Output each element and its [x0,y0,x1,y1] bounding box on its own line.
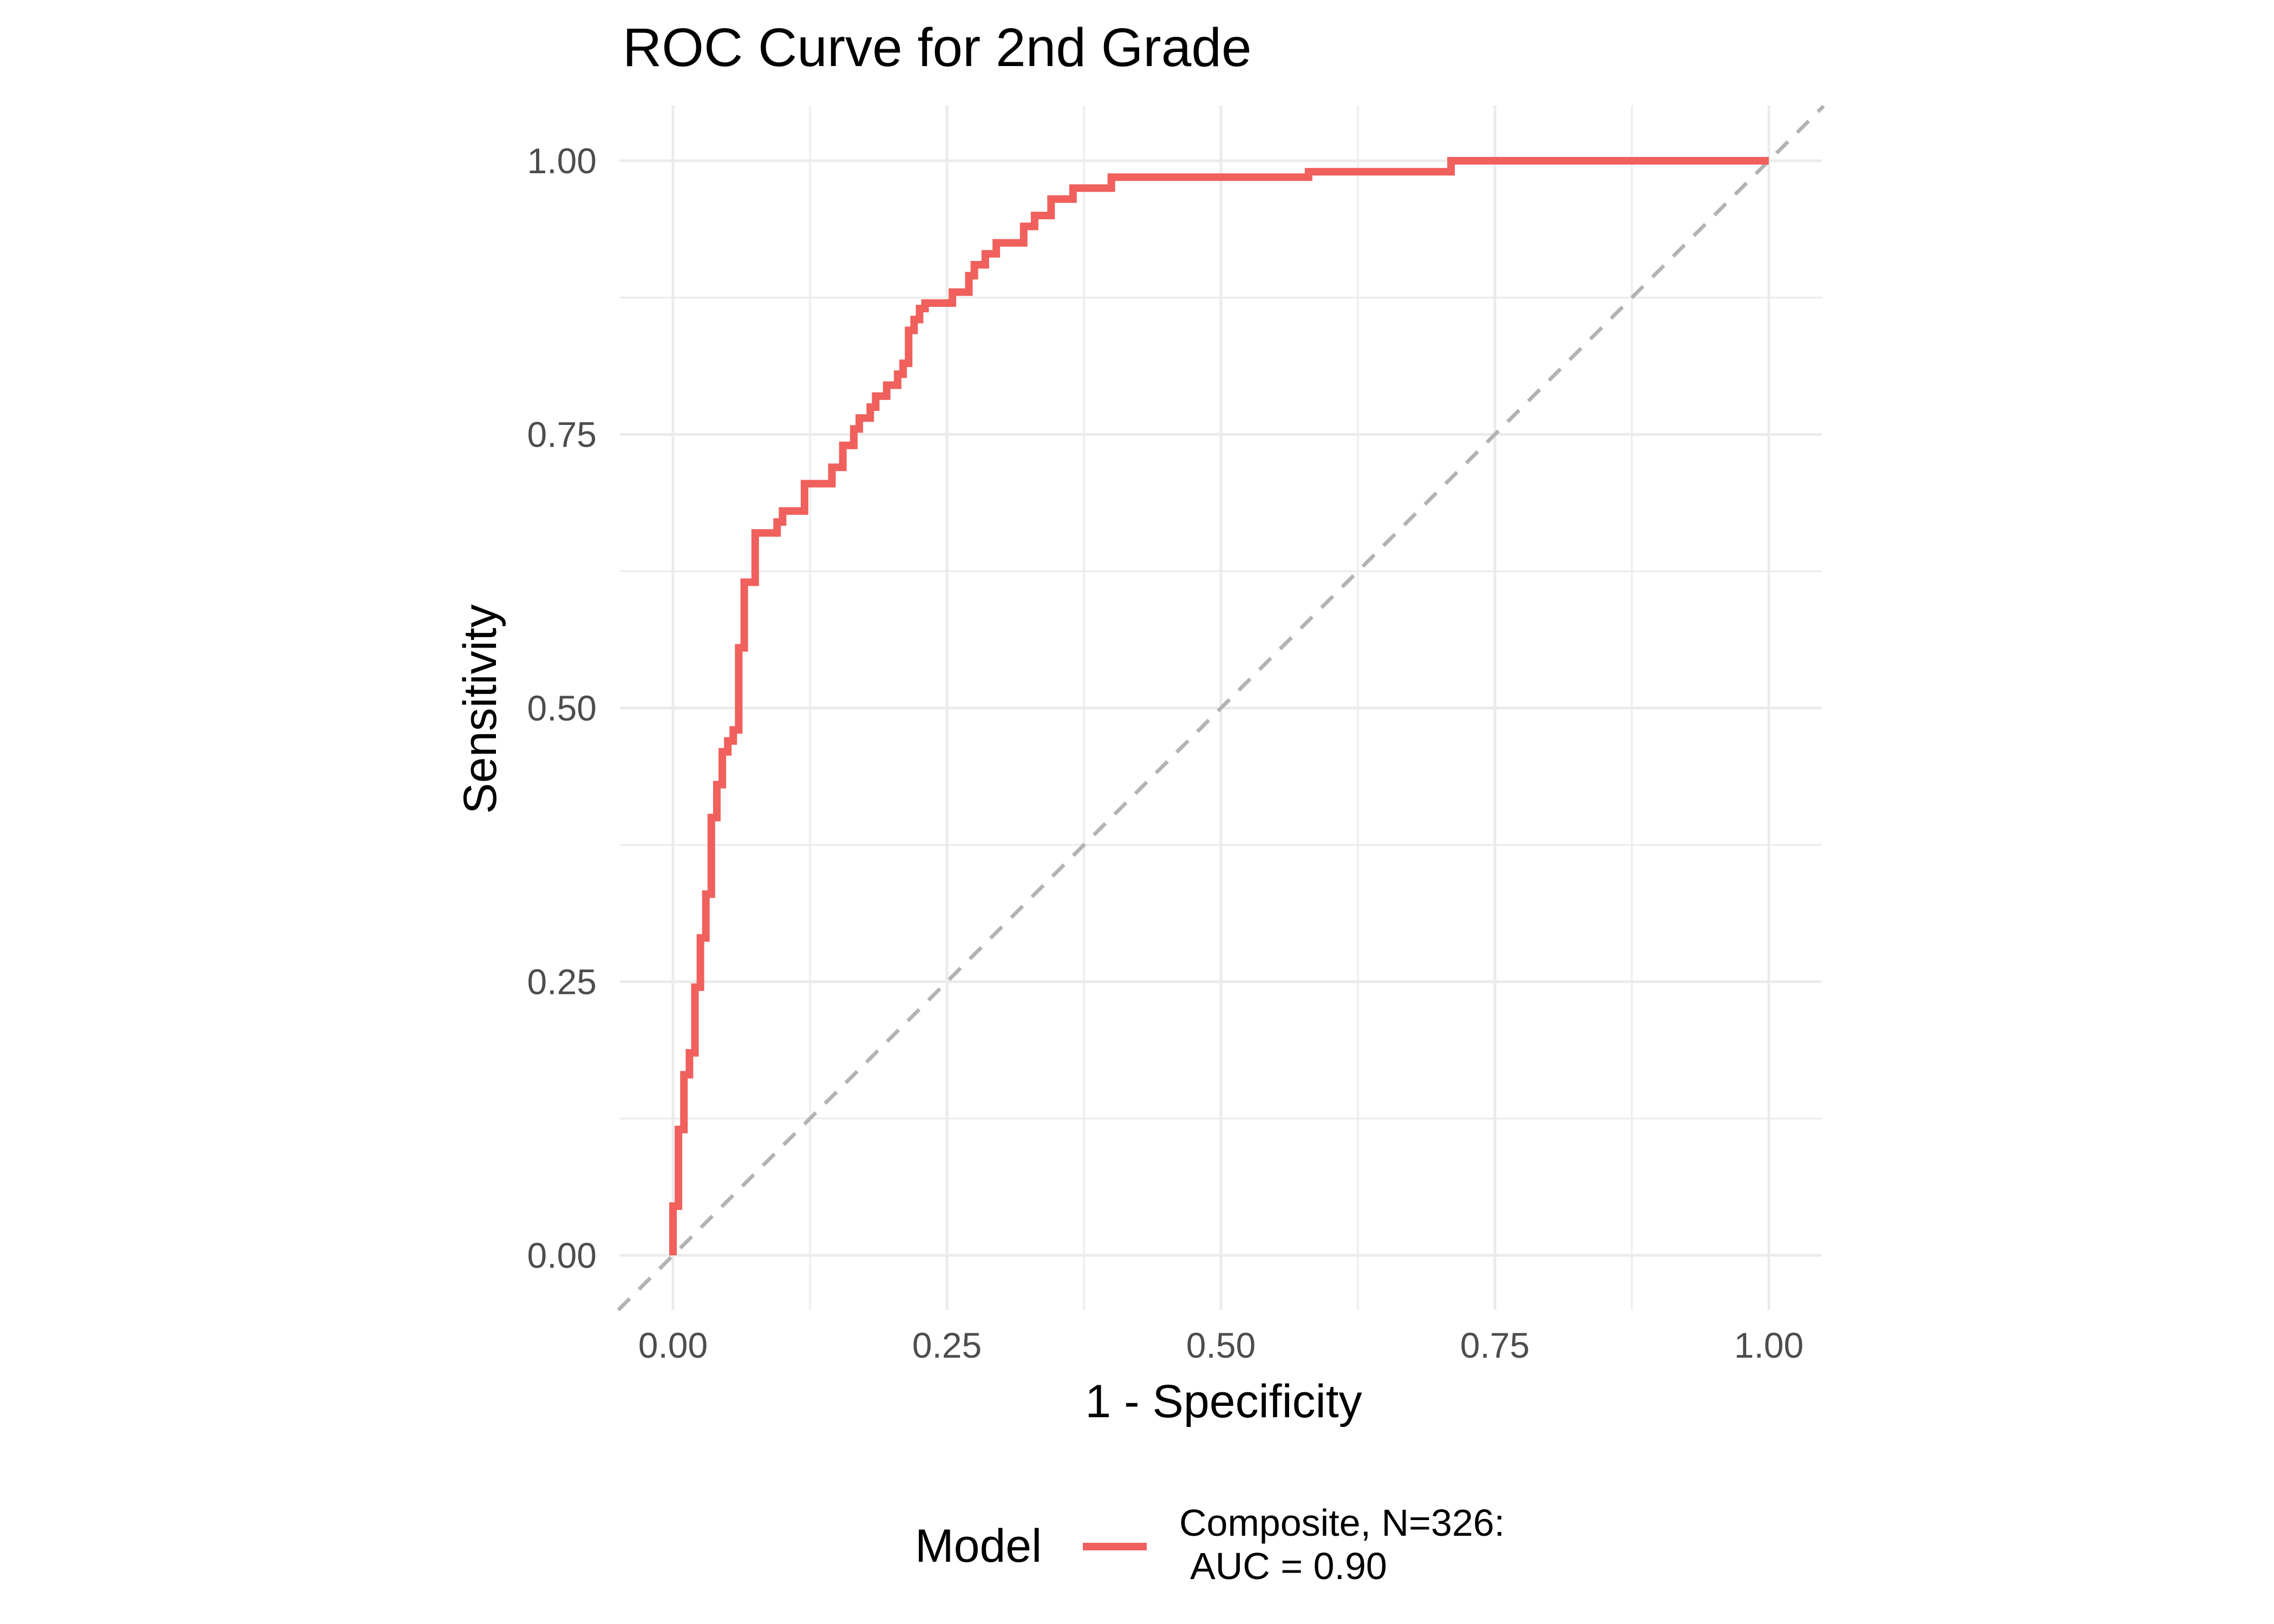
y-tick-label: 0.50 [527,688,597,728]
y-tick-label: 0.75 [527,415,597,455]
x-axis-title: 1 - Specificity [1085,1376,1362,1427]
y-tick-label: 0.25 [527,962,597,1002]
diagonal-reference-line [617,104,1825,1312]
y-tick-label: 1.00 [527,141,597,181]
reference-diagonal [617,104,1825,1312]
y-axis-title: Sensitivity [454,604,506,814]
x-tick-label: 0.00 [638,1325,708,1365]
legend: Model Composite, N=326: AUC = 0.90 [915,1502,1505,1587]
y-tick-label: 0.00 [527,1235,597,1275]
roc-curve-line [669,157,1769,1255]
chart-title: ROC Curve for 2nd Grade [623,17,1252,78]
series-layer [669,157,1769,1255]
x-tick-label: 1.00 [1734,1325,1803,1365]
legend-title: Model [915,1520,1042,1572]
x-tick-label: 0.50 [1186,1325,1256,1365]
tick-labels: 0.00 0.25 0.50 0.75 1.00 0.00 0.25 0.50 0.75 1.00 [527,141,1804,1365]
x-tick-label: 0.75 [1460,1325,1530,1365]
x-tick-label: 0.25 [912,1325,982,1365]
legend-label-line2: AUC = 0.90 [1190,1545,1387,1587]
legend-label-line1: Composite, N=326: [1179,1502,1505,1544]
